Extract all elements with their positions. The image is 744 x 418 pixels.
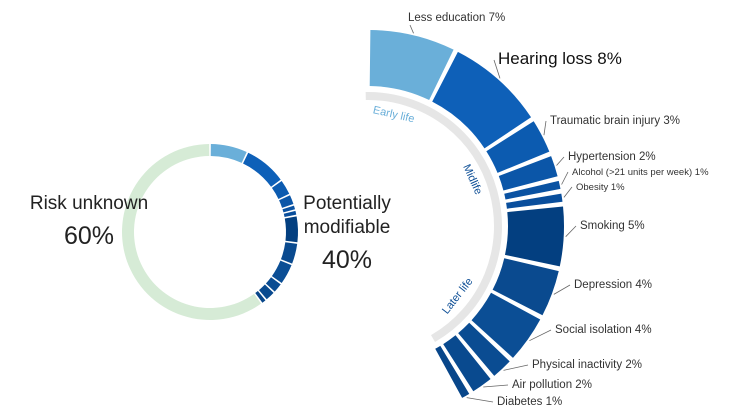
bar-segment — [369, 30, 454, 101]
unknown-label-box: Risk unknown 60% — [24, 192, 154, 250]
bar-segment — [443, 335, 491, 392]
value-label: 1% — [611, 182, 625, 193]
unknown-label: Risk unknown — [29, 193, 149, 214]
segment-label: Hearing loss 8% — [498, 49, 622, 68]
category-label: Traumatic brain injury — [550, 115, 660, 127]
stage-arc — [365, 92, 502, 343]
bar-segment — [506, 193, 563, 209]
segment-label: Diabetes 1% — [497, 396, 562, 408]
value-label: 4% — [635, 324, 652, 336]
leader-line — [466, 397, 494, 403]
modifiable-value: 40% — [321, 246, 373, 274]
leader-line — [493, 59, 501, 79]
leader-line — [561, 171, 569, 185]
value-label: 2% — [575, 379, 592, 391]
bar-segment — [492, 258, 559, 316]
value-label: 5% — [628, 220, 645, 232]
stage-label: Early life — [372, 104, 416, 125]
leader-line — [503, 364, 529, 371]
donut-segment — [265, 277, 281, 292]
bar-segment — [504, 206, 564, 267]
category-label: Depression — [574, 279, 632, 291]
category-label: Less education — [408, 12, 485, 24]
value-label: 4% — [635, 279, 652, 291]
donut-segment — [255, 291, 266, 303]
leader-line — [543, 120, 547, 136]
leader-line — [409, 24, 414, 34]
segment-label: Traumatic brain injury 3% — [550, 115, 680, 127]
category-label: Hypertension — [568, 151, 636, 163]
bar-segment — [471, 292, 541, 358]
bar-segment — [486, 121, 550, 173]
leader-line — [483, 384, 509, 388]
bar-segment — [498, 156, 558, 191]
modifiable-label-box: Potentially modifiable 40% — [288, 192, 406, 274]
bar-segment — [432, 51, 532, 149]
donut-segment — [121, 144, 262, 320]
category-label: Alcohol (>21 units per week) — [572, 167, 692, 178]
leader-line — [565, 225, 577, 237]
value-label: 1% — [695, 167, 709, 178]
segment-label: Alcohol (>21 units per week) 1% — [572, 167, 709, 178]
donut-segment — [284, 216, 298, 243]
category-label: Obesity — [576, 182, 608, 193]
bar-segment — [435, 345, 470, 398]
category-label: Air pollution — [512, 379, 572, 391]
segment-label: Depression 4% — [574, 279, 652, 291]
segment-label: Air pollution 2% — [512, 379, 592, 391]
value-label: 3% — [663, 115, 680, 127]
category-label: Smoking — [580, 220, 625, 232]
segment-label: Less education 7% — [408, 12, 505, 24]
bar-segment — [458, 322, 510, 376]
segment-label: Obesity 1% — [576, 182, 625, 193]
value-label: 2% — [625, 359, 642, 371]
category-label: Hearing loss — [498, 49, 593, 68]
leader-line — [553, 284, 571, 295]
segment-label: Hypertension 2% — [568, 151, 656, 163]
donut-segment — [279, 195, 294, 208]
donut-segment — [243, 152, 281, 187]
category-label: Physical inactivity — [532, 359, 622, 371]
leader-line — [529, 329, 552, 342]
category-label: Social isolation — [555, 324, 632, 336]
leader-line — [556, 156, 565, 166]
donut-segment — [271, 260, 292, 284]
value-label: 8% — [597, 49, 622, 68]
donut-segment — [280, 242, 298, 264]
bar-segment — [504, 180, 561, 200]
value-label: 7% — [489, 12, 506, 24]
value-label: 1% — [546, 396, 563, 408]
modifiable-label: Potentially modifiable — [303, 193, 391, 238]
donut-segment — [259, 284, 274, 300]
donut-segment — [283, 210, 297, 218]
segment-label: Social isolation 4% — [555, 324, 652, 336]
unknown-value: 60% — [63, 222, 115, 250]
donut-segment — [282, 205, 296, 213]
leader-line — [563, 186, 573, 198]
donut-segment — [210, 144, 247, 163]
segment-label: Physical inactivity 2% — [532, 359, 642, 371]
category-label: Diabetes — [497, 396, 543, 408]
value-label: 2% — [639, 151, 656, 163]
donut-segment — [271, 180, 290, 199]
segment-label: Smoking 5% — [580, 220, 645, 232]
